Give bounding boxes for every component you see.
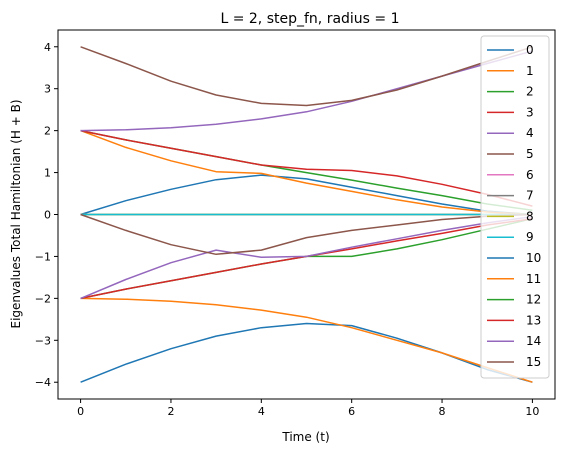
y-tick-label: 4: [44, 41, 51, 54]
legend-label-13: 13: [526, 313, 541, 327]
legend-label-9: 9: [526, 230, 534, 244]
y-tick-label: 2: [44, 125, 51, 138]
legend-label-14: 14: [526, 334, 541, 348]
legend-label-4: 4: [526, 126, 534, 140]
y-tick-label: −3: [35, 334, 51, 347]
series-line-14: [80, 215, 533, 300]
legend-label-12: 12: [526, 293, 541, 307]
legend-label-7: 7: [526, 189, 534, 203]
legend-label-3: 3: [526, 105, 534, 119]
legend-frame: [480, 35, 550, 379]
legend-label-15: 15: [526, 355, 541, 369]
plot-lines: [80, 46, 533, 383]
y-axis-label: Eigenvalues Total Hamiltonian (H + B): [9, 99, 23, 328]
y-tick-label: 1: [44, 167, 51, 180]
series-line-15: [80, 213, 533, 256]
y-tick-label: −4: [35, 376, 51, 389]
x-tick-label: 8: [439, 405, 446, 418]
y-ticks: −4 −3 −2 −1 0 1 2 3 4: [35, 41, 58, 389]
series-line-0: [80, 174, 533, 216]
legend-label-8: 8: [526, 209, 534, 223]
x-tick-label: 0: [77, 405, 84, 418]
series-line-3: [80, 129, 533, 207]
x-tick-label: 6: [348, 405, 355, 418]
y-tick-label: 3: [44, 83, 51, 96]
y-tick-label: −1: [35, 250, 51, 263]
legend-label-1: 1: [526, 64, 534, 78]
legend-label-0: 0: [526, 43, 534, 57]
y-tick-label: 0: [44, 209, 51, 222]
legend-label-6: 6: [526, 168, 534, 182]
series-line-11: [80, 297, 533, 383]
legend-label-2: 2: [526, 85, 534, 99]
chart-title: L = 2, step_fn, radius = 1: [220, 11, 399, 27]
series-line-1: [80, 129, 533, 216]
x-tick-label: 4: [258, 405, 265, 418]
series-line-5: [80, 46, 533, 107]
legend-label-5: 5: [526, 147, 534, 161]
x-ticks: 0 2 4 6 8 10: [77, 399, 539, 418]
x-axis-label: Time (t): [281, 430, 329, 444]
x-tick-label: 2: [167, 405, 174, 418]
legend-label-10: 10: [526, 251, 541, 265]
legend-label-11: 11: [526, 272, 541, 286]
y-tick-label: −2: [35, 292, 51, 305]
x-tick-label: 10: [525, 405, 539, 418]
